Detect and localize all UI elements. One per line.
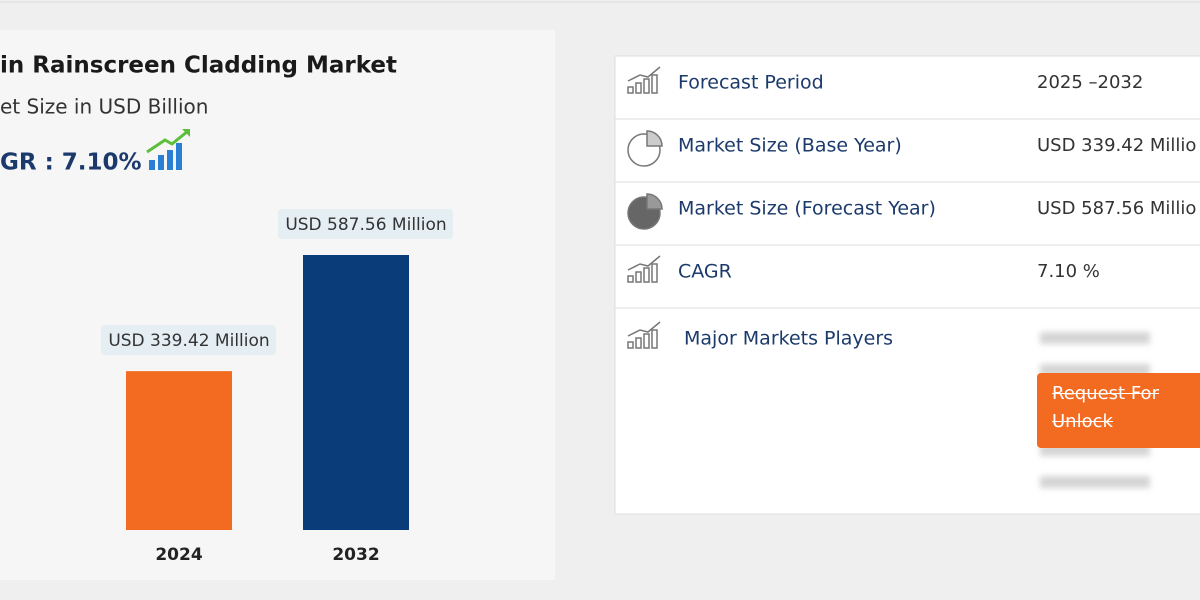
row-value: 2025 –2032: [1037, 72, 1143, 93]
x-tick-label: 2024: [155, 545, 202, 565]
unlock-button[interactable]: [1037, 373, 1200, 448]
icon-trend: [627, 255, 661, 271]
growth-icon: [146, 129, 190, 170]
unlock-text-box: Request For Unlock: [1052, 383, 1159, 432]
row-icon: [627, 255, 661, 283]
chart-panel: [0, 30, 555, 580]
row-value: 7.10 %: [1037, 261, 1100, 282]
icon-bar: [635, 271, 642, 283]
row-label: CAGR: [678, 261, 732, 283]
bar: [303, 255, 409, 530]
row-value: USD 587.56 Millio: [1037, 198, 1196, 219]
icon-trend: [627, 321, 661, 337]
icon-bar: [627, 275, 634, 283]
icon-bar: [643, 267, 650, 283]
row-label: Forecast Period: [678, 72, 824, 94]
players-icon: [627, 321, 661, 349]
icon-bar: [635, 82, 642, 94]
pie-slice: [646, 130, 663, 147]
players-label: Major Markets Players: [684, 328, 893, 350]
cagr-label: GR : 7.10%: [0, 150, 142, 176]
pie-icon: [627, 133, 661, 167]
row-icon: [627, 130, 663, 167]
row-icon: [627, 193, 663, 230]
value-label-box: [278, 209, 453, 239]
icon-bar: [643, 78, 650, 94]
icon-trend: [627, 66, 661, 82]
value-label: USD 587.56 Million: [285, 215, 446, 235]
x-tick-label: 2032: [332, 545, 379, 565]
bar: [126, 371, 232, 530]
row-icon: [627, 66, 661, 94]
chart-title: in Rainscreen Cladding Market: [0, 53, 397, 79]
value-label: USD 339.42 Million: [108, 331, 269, 351]
icon-bar: [643, 333, 650, 349]
icon-bar: [635, 337, 642, 349]
icon-bar: [627, 86, 634, 94]
chart-subtitle: et Size in USD Billion: [0, 95, 208, 119]
unlock-text[interactable]: Request For Unlock: [1052, 383, 1159, 432]
row-value: USD 339.42 Millio: [1037, 135, 1196, 156]
icon-bar: [627, 341, 634, 349]
row-label: Market Size (Forecast Year): [678, 198, 936, 220]
value-label-box: [101, 325, 276, 356]
icon-bar: [651, 329, 658, 349]
icon-bar: [651, 263, 658, 283]
row-label: Market Size (Base Year): [678, 135, 902, 157]
icon-bar: [651, 74, 658, 94]
pie-slice: [646, 193, 663, 210]
